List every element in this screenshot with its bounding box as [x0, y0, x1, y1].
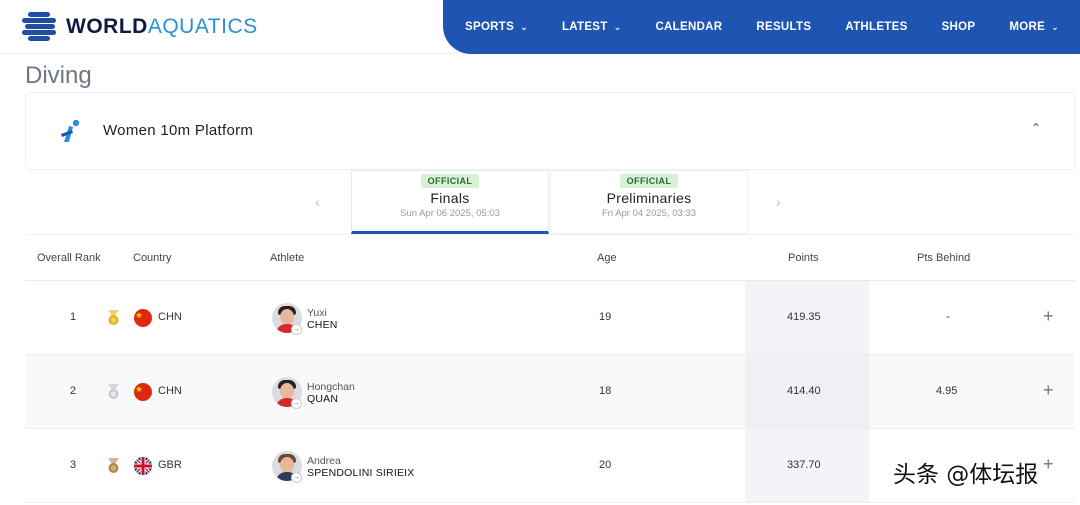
logo-word: WORLD [66, 15, 148, 38]
athlete-first-name[interactable]: Yuxi [307, 307, 327, 319]
nav-more[interactable]: MORE ⌄ [1009, 21, 1059, 33]
china-flag-icon [134, 309, 152, 327]
table-header: Overall Rank Country Athlete Age Points … [25, 234, 1075, 281]
gold-medal-icon [108, 310, 119, 325]
table-row[interactable]: 3 GBR → Andrea SPENDOLINI SIRIEIX 20 337… [25, 429, 1075, 503]
chevron-down-icon: ⌄ [1051, 21, 1059, 32]
country-code: GBR [158, 459, 182, 471]
nav-shop[interactable]: SHOP [942, 21, 976, 33]
expand-plus-icon[interactable]: + [1043, 454, 1054, 474]
athlete-first-name[interactable]: Hongchan [307, 381, 355, 393]
table-row[interactable]: 1 CHN → Yuxi CHEN 19 419.35 - + [25, 281, 1075, 355]
expand-plus-icon[interactable]: + [1043, 306, 1054, 326]
logo-accent: AQUATICS [147, 15, 258, 38]
pts-behind-cell: - [946, 311, 950, 323]
athlete-last-name[interactable]: QUAN [307, 393, 339, 405]
age-cell: 19 [599, 311, 612, 323]
arrow-right-icon: → [291, 398, 302, 409]
tab-preliminaries[interactable]: OFFICIAL Preliminaries Fri Apr 04 2025, … [550, 170, 748, 234]
diving-icon [61, 119, 80, 142]
header-age[interactable]: Age [597, 252, 617, 264]
nav-latest[interactable]: LATEST ⌄ [562, 21, 622, 33]
arrow-right-icon: → [291, 472, 302, 483]
table-row[interactable]: 2 CHN → Hongchan QUAN 18 414.40 4.95 + [25, 355, 1075, 429]
nav-sports-label: SPORTS [465, 21, 515, 33]
athlete-last-name[interactable]: CHEN [307, 319, 338, 331]
bronze-medal-icon [108, 458, 119, 473]
country-code: CHN [158, 385, 182, 397]
status-badge: OFFICIAL [619, 174, 679, 188]
tab-preliminaries-date: Fri Apr 04 2025, 03:33 [601, 208, 696, 219]
event-selector[interactable]: Women 10m Platform ⌃ [25, 92, 1075, 170]
points-column-bg [745, 355, 869, 428]
points-column-bg [745, 429, 869, 502]
nav-shop-label: SHOP [941, 21, 976, 33]
tab-finals[interactable]: OFFICIAL Finals Sun Apr 06 2025, 05:03 [351, 170, 549, 234]
header-pts-behind[interactable]: Pts Behind [917, 252, 971, 264]
arrow-right-icon: → [291, 324, 302, 335]
expand-plus-icon[interactable]: + [1043, 380, 1054, 400]
nav-results[interactable]: RESULTS [756, 21, 811, 33]
header-athlete[interactable]: Athlete [270, 252, 305, 264]
pts-behind-cell: 4.95 [936, 385, 958, 397]
rank-cell: 1 [70, 311, 77, 323]
rank-cell: 2 [70, 385, 77, 397]
china-flag-icon [134, 383, 152, 401]
chevron-left-icon[interactable]: ‹ [315, 194, 320, 210]
chevron-down-icon: ⌄ [520, 21, 528, 32]
tab-preliminaries-label: Preliminaries [606, 190, 692, 206]
world-aquatics-logo[interactable]: WORLDAQUATICS [22, 11, 258, 43]
country-code: CHN [158, 311, 182, 323]
chevron-right-icon[interactable]: › [776, 194, 781, 210]
nav-results-label: RESULTS [756, 21, 812, 33]
points-column-bg [745, 281, 869, 354]
avatar[interactable] [272, 451, 302, 481]
chevron-up-icon[interactable]: ⌃ [1030, 121, 1041, 135]
results-table: Overall Rank Country Athlete Age Points … [25, 234, 1075, 503]
points-cell: 337.70 [787, 459, 821, 471]
avatar[interactable] [272, 303, 302, 333]
logo-mark-icon [22, 12, 56, 42]
athlete-first-name[interactable]: Andrea [307, 455, 341, 467]
rank-cell: 3 [70, 459, 77, 471]
age-cell: 18 [599, 385, 612, 397]
uk-flag-icon [134, 457, 152, 475]
status-badge: OFFICIAL [420, 174, 480, 188]
event-name: Women 10m Platform [103, 122, 254, 139]
tab-finals-date: Sun Apr 06 2025, 05:03 [400, 208, 500, 219]
points-cell: 419.35 [787, 311, 821, 323]
nav-sports[interactable]: SPORTS ⌄ [465, 21, 528, 33]
nav-calendar-label: CALENDAR [655, 21, 723, 33]
nav-athletes[interactable]: ATHLETES [845, 21, 907, 33]
round-tabs: ‹ OFFICIAL Finals Sun Apr 06 2025, 05:03… [300, 170, 800, 234]
header-points[interactable]: Points [788, 252, 819, 264]
points-cell: 414.40 [787, 385, 821, 397]
silver-medal-icon [108, 384, 119, 399]
nav-more-label: MORE [1009, 21, 1046, 33]
nav-athletes-label: ATHLETES [845, 21, 908, 33]
top-bar: WORLDAQUATICS SPORTS ⌄ LATEST ⌄ CALENDAR R… [0, 0, 1080, 54]
nav-latest-label: LATEST [561, 21, 608, 33]
nav-calendar[interactable]: CALENDAR [655, 21, 722, 33]
header-country[interactable]: Country [133, 252, 172, 264]
tab-finals-label: Finals [430, 190, 470, 206]
chevron-down-icon: ⌄ [613, 21, 622, 32]
athlete-last-name[interactable]: SPENDOLINI SIRIEIX [307, 467, 415, 479]
logo-text: WORLDAQUATICS [66, 15, 258, 39]
page-title: Diving [25, 62, 92, 89]
header-rank[interactable]: Overall Rank [37, 252, 101, 264]
age-cell: 20 [599, 459, 612, 471]
main-nav: SPORTS ⌄ LATEST ⌄ CALENDAR RESULTS ATHLETE… [443, 0, 1080, 54]
watermark: 头条 @体坛报 [893, 462, 1039, 488]
